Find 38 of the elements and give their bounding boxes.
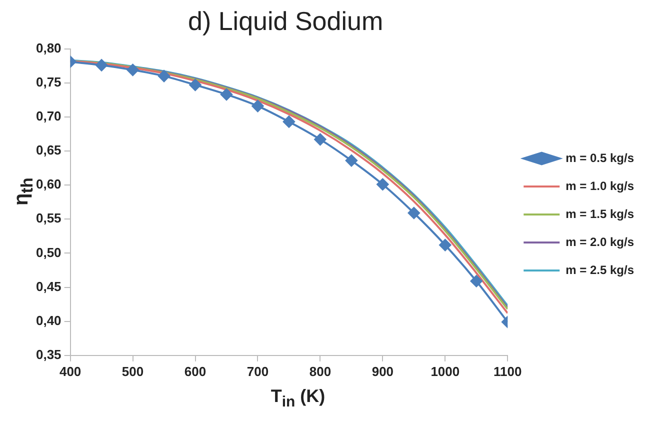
point [345,154,358,167]
x-tick-label: 700 [246,364,269,379]
y-tick-label: 0,50 [36,244,62,260]
x-axis-title: T$_{in}$ (K) [270,386,326,411]
point [314,133,326,146]
point [189,78,202,91]
point [96,59,108,72]
y-tick-label: 0,80 [36,40,62,56]
y-tick-label: 0,60 [36,176,62,192]
legend-label: m = 1.5 kg/s [566,206,634,221]
x-tick-label: 800 [309,364,332,379]
point [376,178,389,190]
point [252,100,264,112]
point [158,70,170,82]
y-tick-label: 0,35 [36,346,62,362]
y-tick-label: 0,45 [36,278,62,294]
y-tick-label: 0,55 [36,210,62,226]
point [282,116,295,128]
legend-label: m = 0.5 kg/s [566,150,634,165]
x-tick-label: 900 [372,364,394,379]
chart-title: d) Liquid Sodium [188,6,384,37]
x-tick-label: 500 [122,364,144,379]
x-tick-label: 400 [59,364,82,379]
x-tick-label: 1100 [494,364,522,379]
x-tick-label: 600 [184,364,206,379]
y-tick-label: 0,70 [36,108,62,124]
point [470,275,482,288]
point [126,64,139,76]
x-tick-label: 1000 [430,364,460,379]
point [408,207,420,219]
point [439,239,452,252]
y-tick-label: 0,75 [36,74,62,90]
legend-label: m = 2.5 kg/s [566,262,634,277]
point [220,88,232,100]
y-tick-label: 0,40 [36,312,62,328]
y-tick-label: 0,65 [36,142,62,158]
legend-label: m = 2.0 kg/s [566,234,634,249]
legend-label: m = 1.0 kg/s [566,178,634,193]
